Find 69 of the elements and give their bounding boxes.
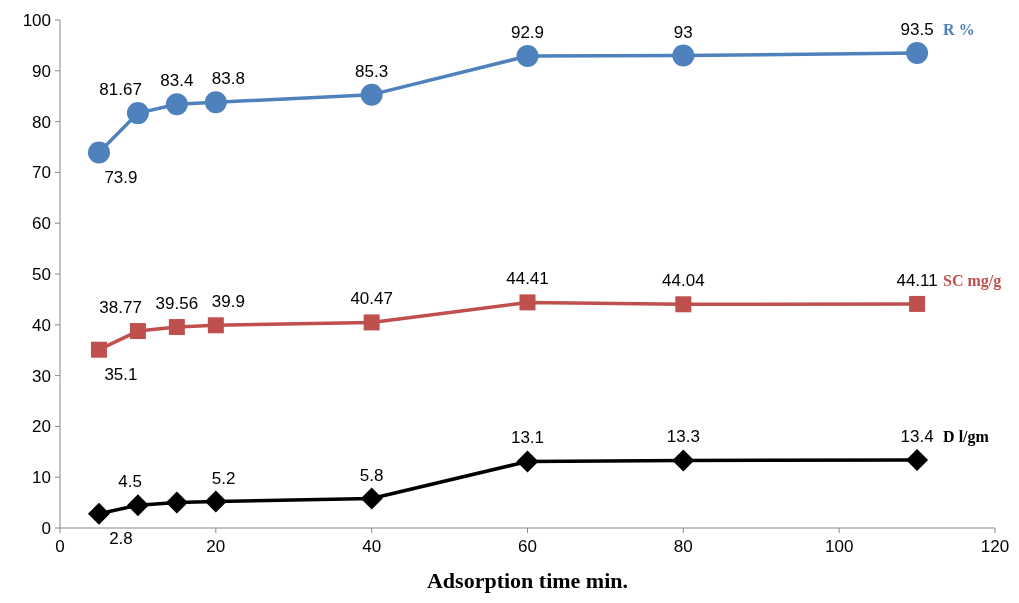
x-tick-label: 40 bbox=[362, 537, 382, 556]
y-tick-label: 60 bbox=[32, 214, 51, 234]
data-label: 5.2 bbox=[211, 468, 236, 488]
series-label: SC mg/g bbox=[943, 271, 1002, 290]
y-tick-label: 50 bbox=[32, 265, 51, 284]
x-tick-label: 120 bbox=[980, 537, 1010, 556]
y-tick-label: 100 bbox=[22, 11, 51, 30]
point bbox=[906, 42, 929, 65]
data-label: 13.3 bbox=[666, 427, 700, 447]
point bbox=[168, 319, 185, 336]
y-tick-label: 40 bbox=[32, 315, 51, 335]
point bbox=[675, 296, 692, 313]
data-label: 73.9 bbox=[104, 167, 138, 187]
y-tick-label: 70 bbox=[32, 163, 51, 183]
data-label: 83.4 bbox=[160, 71, 194, 91]
point bbox=[909, 295, 926, 312]
point bbox=[906, 448, 929, 471]
data-label: 44.11 bbox=[896, 270, 938, 290]
data-label: 13.4 bbox=[900, 426, 934, 446]
data-label: 93.5 bbox=[900, 20, 934, 40]
data-label: 4.5 bbox=[118, 472, 142, 492]
point bbox=[204, 490, 227, 513]
data-label: 93 bbox=[673, 22, 693, 42]
data-label: 39.56 bbox=[155, 294, 199, 314]
point bbox=[672, 44, 695, 67]
point bbox=[90, 341, 107, 358]
series-label: R % bbox=[943, 21, 975, 39]
point bbox=[672, 449, 695, 472]
y-tick-label: 90 bbox=[32, 61, 51, 81]
data-label: 81.67 bbox=[99, 80, 142, 100]
data-label: 2.8 bbox=[109, 528, 133, 548]
point bbox=[126, 494, 149, 517]
point bbox=[363, 314, 380, 331]
data-label: 44.04 bbox=[662, 271, 705, 291]
point bbox=[519, 294, 536, 311]
y-tick-label: 0 bbox=[41, 519, 51, 538]
point bbox=[360, 83, 383, 106]
x-tick-label: 100 bbox=[824, 537, 854, 556]
data-label: 83.8 bbox=[211, 69, 245, 89]
y-tick-label: 30 bbox=[32, 366, 51, 386]
point bbox=[87, 141, 110, 164]
y-tick-label: 80 bbox=[32, 112, 51, 132]
point bbox=[360, 487, 383, 510]
y-tick-label: 10 bbox=[32, 468, 51, 488]
data-label: 92.9 bbox=[510, 23, 545, 43]
data-label: 39.9 bbox=[211, 292, 245, 312]
point bbox=[126, 102, 149, 125]
x-tick-label: 20 bbox=[206, 537, 226, 556]
point bbox=[165, 93, 188, 116]
data-label: 44.41 bbox=[506, 269, 549, 289]
point bbox=[204, 91, 227, 114]
x-tick-label: 80 bbox=[673, 537, 693, 556]
y-tick-label: 20 bbox=[32, 417, 51, 437]
series-label: D l/gm bbox=[943, 427, 990, 446]
point bbox=[516, 450, 539, 473]
x-tick-label: 0 bbox=[55, 537, 65, 556]
point bbox=[87, 502, 110, 525]
data-label: 13.1 bbox=[510, 428, 545, 448]
x-tick-label: 60 bbox=[518, 537, 537, 556]
point bbox=[129, 323, 146, 340]
data-label: 40.47 bbox=[350, 289, 393, 309]
x-axis-title: Adsorption time min. bbox=[426, 568, 629, 593]
point bbox=[516, 45, 539, 68]
data-label: 38.77 bbox=[99, 298, 142, 318]
data-label: 35.1 bbox=[104, 364, 138, 384]
point bbox=[207, 317, 224, 334]
point bbox=[165, 491, 188, 514]
data-label: 85.3 bbox=[355, 61, 389, 81]
data-label: 5.8 bbox=[359, 465, 384, 485]
